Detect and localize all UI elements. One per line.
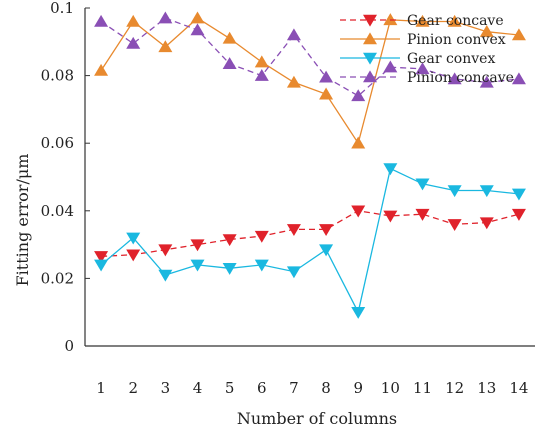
data-point xyxy=(447,14,462,27)
series-gear-convex xyxy=(94,163,526,319)
y-tick-label: 0.08 xyxy=(41,67,74,85)
x-tick-label: 9 xyxy=(353,379,363,397)
data-point xyxy=(254,259,269,272)
data-point xyxy=(158,269,173,282)
x-tick-label: 8 xyxy=(321,379,331,397)
x-tick-label: 13 xyxy=(477,379,496,397)
data-point xyxy=(383,13,398,26)
data-point xyxy=(319,70,334,83)
legend-marker xyxy=(363,52,377,65)
chart-series xyxy=(94,11,526,319)
series-pinion-concave xyxy=(94,11,526,102)
data-point xyxy=(351,205,366,218)
data-point xyxy=(479,185,494,198)
data-point xyxy=(447,72,462,85)
data-point xyxy=(94,251,109,264)
data-point xyxy=(319,244,334,257)
data-point xyxy=(158,244,173,257)
data-point xyxy=(158,40,173,53)
legend-marker xyxy=(363,32,377,45)
data-point xyxy=(511,188,526,201)
data-point xyxy=(415,14,430,27)
data-point xyxy=(415,178,430,191)
data-point xyxy=(351,136,366,149)
x-tick-label: 10 xyxy=(381,379,400,397)
data-point xyxy=(286,75,301,88)
x-tick-label: 7 xyxy=(289,379,299,397)
legend-marker xyxy=(363,14,377,27)
x-tick-label: 2 xyxy=(128,379,138,397)
data-point xyxy=(479,75,494,88)
data-point xyxy=(383,210,398,223)
x-tick-label: 14 xyxy=(509,379,528,397)
y-tick-label: 0.06 xyxy=(41,134,74,152)
data-point xyxy=(190,239,205,252)
legend-label: Gear concave xyxy=(407,13,504,29)
y-axis-title: Fitting error/μm xyxy=(13,154,32,287)
series-line xyxy=(100,17,519,97)
data-point xyxy=(190,259,205,272)
legend-label: Pinion concave xyxy=(407,70,514,86)
y-tick-label: 0.04 xyxy=(41,202,74,220)
x-tick-label: 4 xyxy=(193,379,203,397)
data-point xyxy=(479,217,494,230)
x-tick-label: 5 xyxy=(225,379,235,397)
legend-marker xyxy=(363,70,377,83)
data-point xyxy=(126,249,141,262)
data-point xyxy=(319,87,334,100)
data-point xyxy=(351,306,366,319)
series-gear-concave xyxy=(94,205,526,264)
data-point xyxy=(319,224,334,237)
data-point xyxy=(158,11,173,24)
x-tick-label: 11 xyxy=(413,379,432,397)
data-point xyxy=(383,163,398,176)
chart-ticks: 00.020.040.060.080.11 2 3 4 5 6 7 8 9 10 11 12 13 14 xyxy=(41,0,529,397)
data-point xyxy=(222,57,237,70)
x-tick-label: 1 xyxy=(96,379,106,397)
data-point xyxy=(511,208,526,221)
data-point xyxy=(479,25,494,37)
series-line xyxy=(100,167,519,315)
data-point xyxy=(286,28,301,41)
data-point xyxy=(254,55,269,68)
data-point xyxy=(222,234,237,247)
x-tick-label: 12 xyxy=(445,379,464,397)
data-point xyxy=(126,36,141,49)
legend-label: Gear convex xyxy=(407,51,495,67)
legend-label: Pinion convex xyxy=(407,32,506,48)
data-point xyxy=(254,68,269,81)
series-line xyxy=(100,17,519,145)
y-tick-label: 0.1 xyxy=(50,0,74,17)
data-point xyxy=(94,259,109,272)
y-tick-label: 0 xyxy=(64,337,74,355)
chart-legend: Gear concave Pinion convex Gear convex Pini… xyxy=(340,13,514,86)
series-line xyxy=(101,210,520,258)
chart-axes xyxy=(84,8,535,347)
data-point xyxy=(254,230,269,243)
data-point xyxy=(447,185,462,198)
data-point xyxy=(94,14,109,27)
data-point xyxy=(511,28,526,41)
data-point xyxy=(286,266,301,279)
x-tick-label: 3 xyxy=(161,379,171,397)
y-tick-label: 0.02 xyxy=(41,269,74,287)
series-pinion-convex xyxy=(94,11,526,149)
data-point xyxy=(126,14,141,27)
data-point xyxy=(383,60,398,73)
x-axis-title: Number of columns xyxy=(237,409,397,428)
data-point xyxy=(190,23,205,36)
data-point xyxy=(447,219,462,231)
data-point xyxy=(286,224,301,237)
data-point xyxy=(94,63,109,76)
data-point xyxy=(415,62,430,75)
x-tick-label: 6 xyxy=(257,379,267,397)
data-point xyxy=(511,72,526,85)
data-point xyxy=(222,31,237,44)
data-point xyxy=(126,232,141,245)
data-point xyxy=(190,11,205,24)
data-point xyxy=(415,208,430,221)
data-point xyxy=(351,89,366,102)
data-point xyxy=(222,263,237,275)
